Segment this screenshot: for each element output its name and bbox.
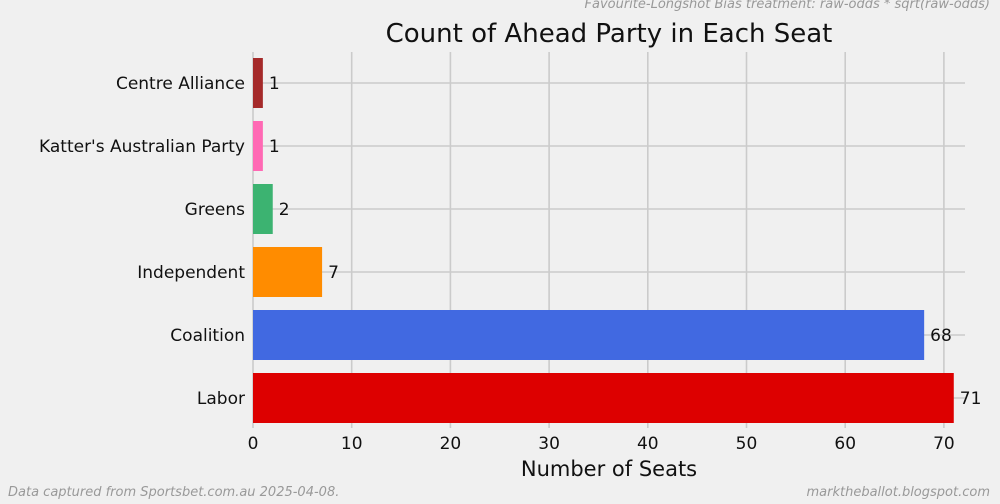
x-tick-label: 70 xyxy=(933,434,955,454)
bar-katter-s-australian-party xyxy=(253,121,263,171)
y-tick-label: Labor xyxy=(197,389,245,409)
bar-coalition xyxy=(253,310,925,360)
y-tick-label: Independent xyxy=(137,263,245,283)
x-tick-label: 60 xyxy=(834,434,856,454)
x-tick-label: 40 xyxy=(637,434,659,454)
data-label: 1 xyxy=(269,137,280,157)
data-label: 71 xyxy=(960,389,982,409)
x-tick-labels: 0 10 20 30 40 50 60 70 xyxy=(248,434,955,454)
x-tick-label: 20 xyxy=(440,434,462,454)
site-credit: marktheballot.blogspot.com xyxy=(806,485,990,500)
y-tick-label: Katter's Australian Party xyxy=(39,137,245,157)
bar-greens xyxy=(253,184,273,234)
grid-lines xyxy=(252,52,965,428)
data-labels: 71 68 7 2 1 1 xyxy=(269,74,982,409)
y-tick-labels: Labor Coalition Independent Greens Katter's … xyxy=(39,74,245,409)
header-note: Favourite-Longshot Bias treatment: raw-o… xyxy=(584,0,990,12)
chart-title: Count of Ahead Party in Each Seat xyxy=(386,19,833,49)
bar-centre-alliance xyxy=(253,58,263,108)
x-tick-label: 0 xyxy=(248,434,259,454)
y-tick-label: Centre Alliance xyxy=(116,74,245,94)
data-label: 2 xyxy=(279,200,290,220)
bars xyxy=(253,58,954,423)
x-axis-label: Number of Seats xyxy=(521,457,697,481)
bar-labor xyxy=(253,373,954,423)
x-tick-label: 10 xyxy=(341,434,363,454)
y-tick-label: Coalition xyxy=(170,326,245,346)
bar-independent xyxy=(253,247,323,297)
x-tick-label: 30 xyxy=(538,434,560,454)
x-tick-label: 50 xyxy=(736,434,758,454)
y-tick-label: Greens xyxy=(185,200,245,220)
data-label: 7 xyxy=(328,263,339,283)
data-label: 68 xyxy=(930,326,952,346)
data-source-note: Data captured from Sportsbet.com.au 2025… xyxy=(8,485,340,500)
data-label: 1 xyxy=(269,74,280,94)
